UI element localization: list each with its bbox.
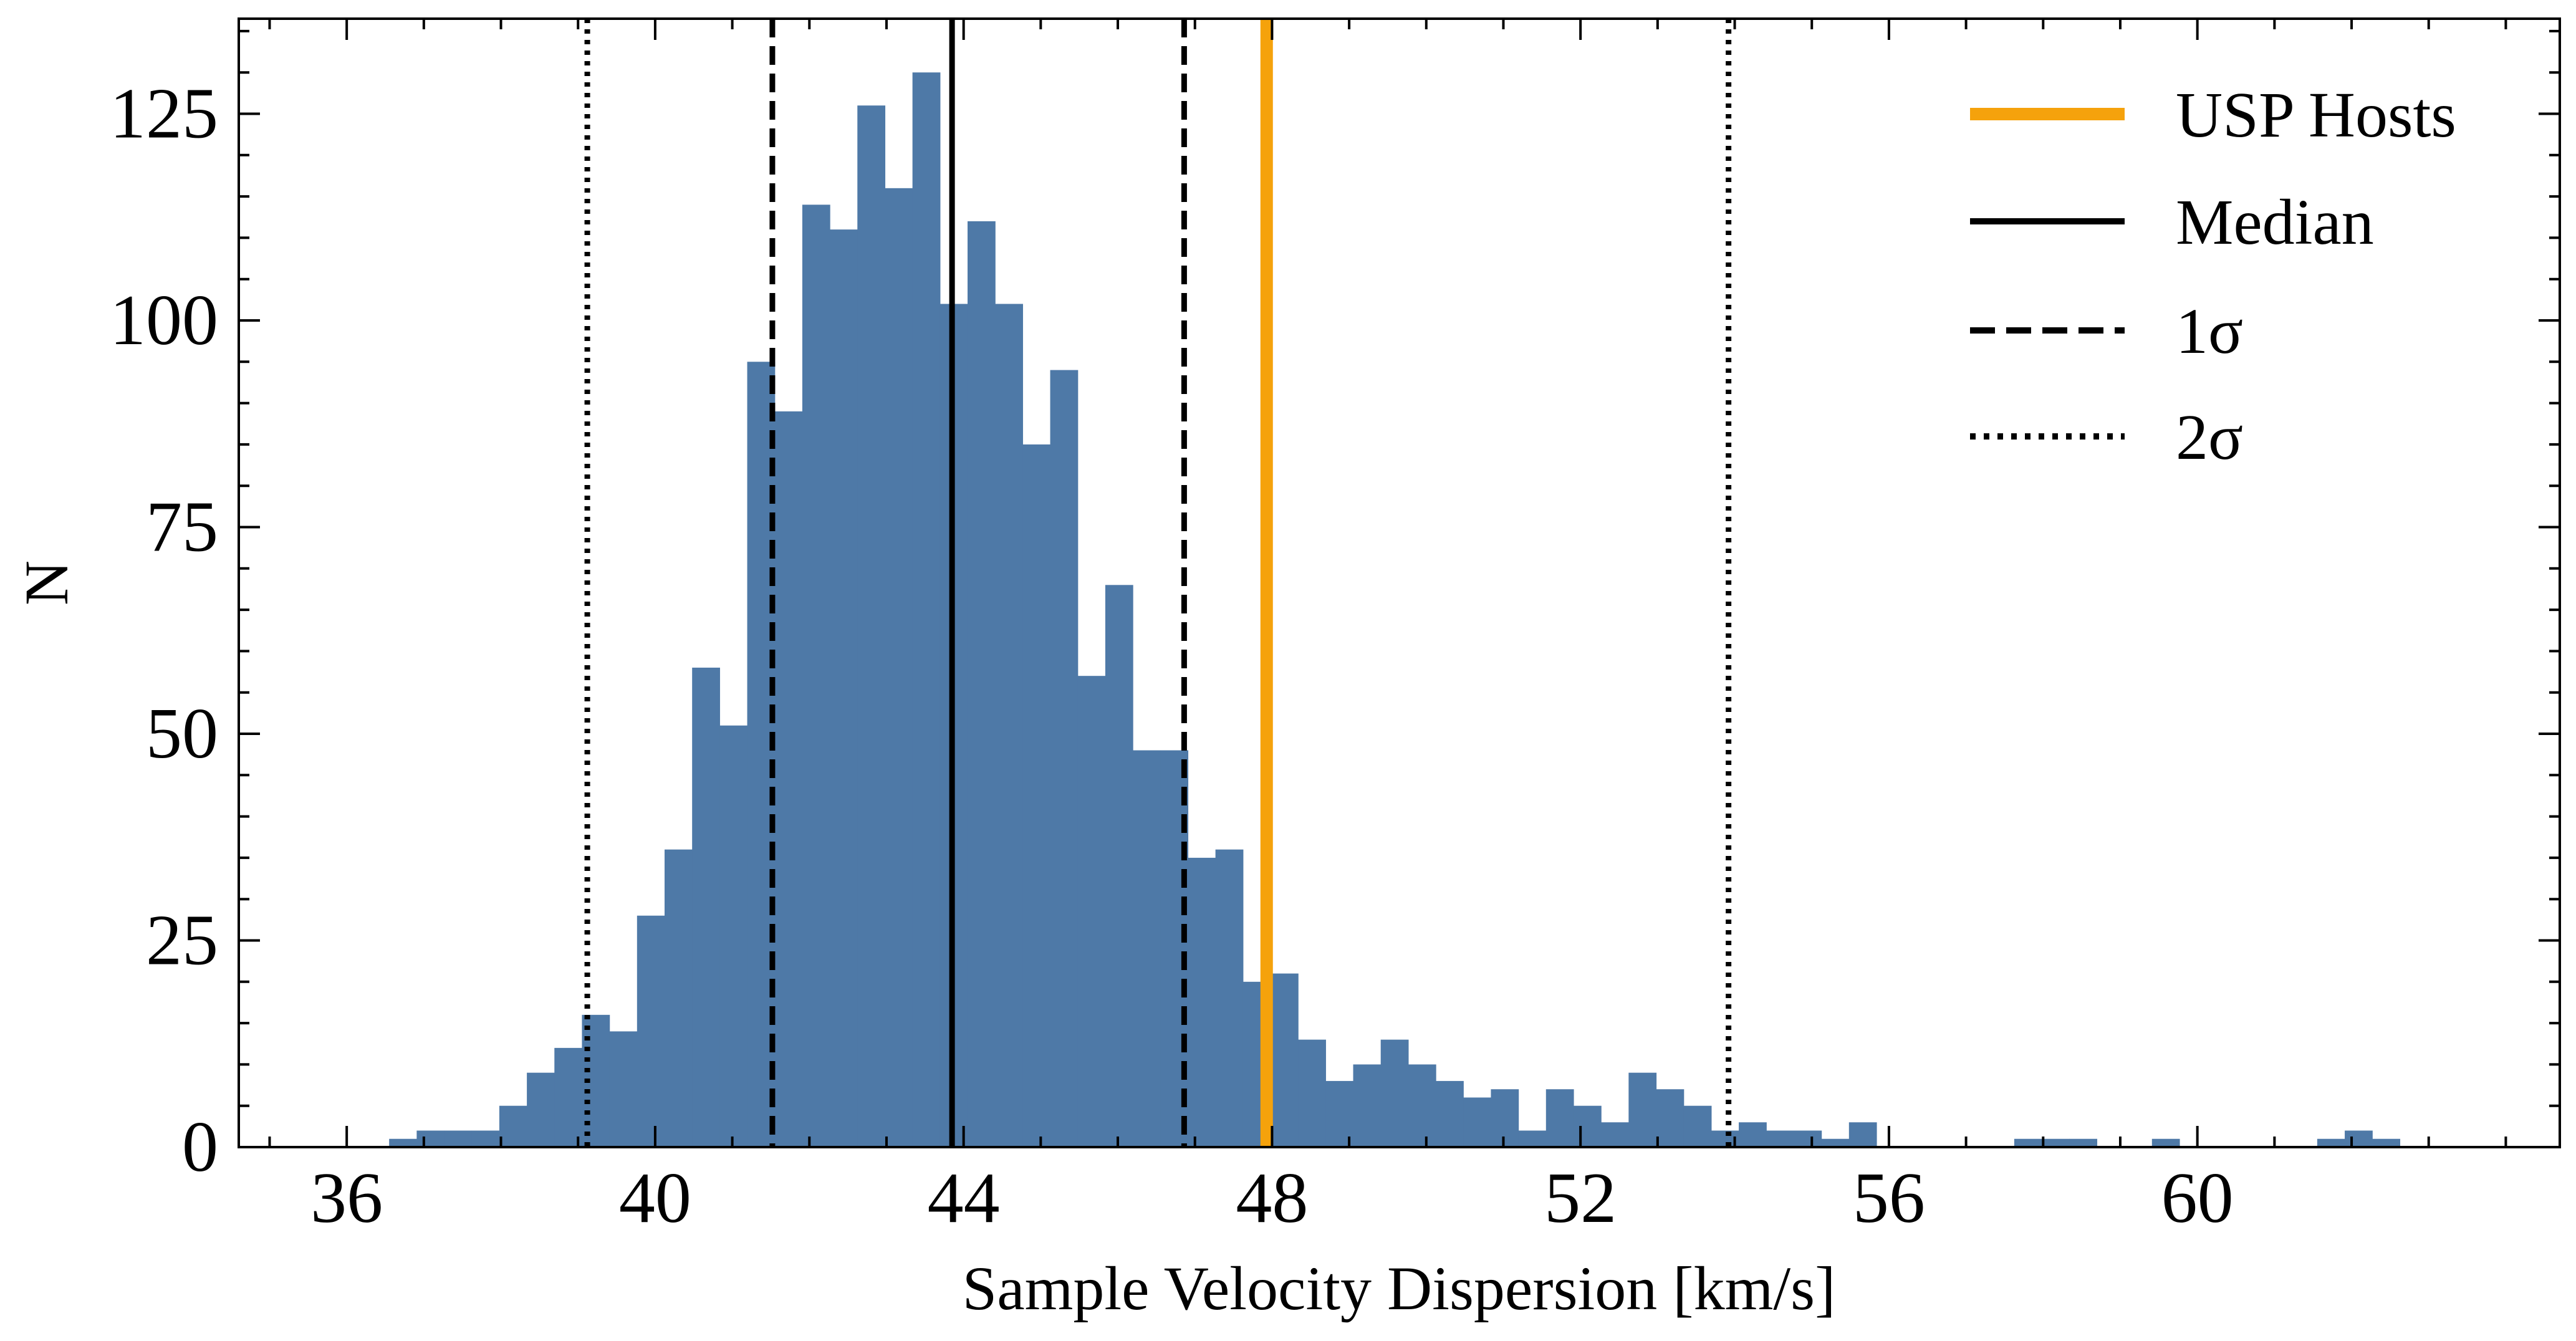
legend: USP Hosts Median 1σ 2σ	[1970, 79, 2456, 473]
histogram-bar	[2042, 1138, 2070, 1147]
histogram-bar	[2317, 1138, 2345, 1147]
histogram-bar	[471, 1130, 500, 1147]
histogram-bar	[885, 188, 913, 1147]
histogram-bar	[1133, 750, 1161, 1147]
y-tick-label: 0	[182, 1107, 218, 1187]
legend-label: 1σ	[2176, 296, 2243, 367]
histogram-bar	[1105, 585, 1133, 1147]
histogram-bar	[802, 204, 830, 1147]
y-tick-label: 100	[110, 281, 218, 360]
histogram-bar	[1545, 1089, 1574, 1147]
histogram-bar	[1436, 1080, 1464, 1147]
histogram-bar	[444, 1130, 473, 1147]
histogram-bar	[747, 362, 776, 1148]
histogram-bar	[774, 411, 803, 1147]
y-axis-label: N	[12, 560, 81, 605]
histogram-bar	[1380, 1039, 1409, 1147]
histogram-bar	[1628, 1072, 1657, 1147]
x-tick-label: 60	[2161, 1158, 2234, 1238]
histogram-bar	[1739, 1122, 1767, 1147]
legend-label: 2σ	[2176, 401, 2243, 473]
histogram-bar	[389, 1138, 417, 1147]
histogram-bar	[1270, 973, 1299, 1147]
histogram-bars	[389, 72, 2401, 1148]
histogram-bar	[1160, 750, 1189, 1147]
histogram-bar	[1491, 1089, 1519, 1147]
histogram-bar	[912, 72, 941, 1148]
histogram-bar	[1656, 1089, 1684, 1147]
histogram-bar	[1848, 1122, 1877, 1147]
histogram-bar	[1573, 1105, 1602, 1147]
histogram-bar	[719, 725, 748, 1147]
x-axis-label: Sample Velocity Dispersion [km/s]	[963, 1254, 1836, 1323]
x-tick-label: 52	[1544, 1158, 1617, 1238]
histogram-bar	[857, 105, 886, 1148]
histogram-bar	[692, 667, 720, 1147]
histogram-bar	[416, 1130, 445, 1147]
x-tick-label: 56	[1853, 1158, 1925, 1238]
y-tick-label: 25	[146, 900, 218, 980]
x-tick-label: 40	[619, 1158, 691, 1238]
histogram-bar	[1353, 1064, 1382, 1147]
legend-label: Median	[2176, 186, 2374, 258]
y-tick-label: 50	[146, 694, 218, 774]
histogram-bar	[1766, 1130, 1795, 1147]
histogram-bar	[609, 1031, 638, 1147]
histogram-bar	[1022, 444, 1051, 1147]
histogram-bar	[1298, 1039, 1326, 1147]
histogram-bar	[2151, 1138, 2180, 1147]
y-tick-label: 125	[110, 74, 218, 153]
histogram-bar	[2345, 1130, 2373, 1147]
reference-lines	[584, 19, 1732, 1147]
y-tick-label: 75	[146, 487, 218, 567]
plot-frame	[238, 17, 2561, 1148]
histogram-bar	[2014, 1138, 2042, 1147]
histogram-bar	[527, 1072, 555, 1147]
histogram-bar	[1518, 1130, 1547, 1147]
histogram-bar	[2069, 1138, 2098, 1147]
histogram-bar	[1408, 1064, 1436, 1147]
histogram-bar	[1463, 1097, 1492, 1147]
histogram-bar	[554, 1047, 583, 1147]
histogram-bar	[1683, 1105, 1712, 1147]
x-tick-label: 48	[1236, 1158, 1308, 1238]
histogram-bar	[830, 229, 858, 1148]
histogram-bar	[1215, 849, 1244, 1147]
histogram-bar	[1794, 1130, 1822, 1147]
histogram-bar	[967, 221, 996, 1147]
tick-labels: 36 40 44 48 52 56 60 0 25 50 75 100 125	[110, 74, 2234, 1238]
histogram-bar	[1050, 370, 1079, 1147]
histogram-bar	[1188, 857, 1216, 1147]
histogram-bar	[995, 304, 1023, 1147]
histogram-bar	[1601, 1122, 1629, 1147]
histogram-bar	[665, 849, 693, 1147]
histogram-bar	[2372, 1138, 2401, 1147]
histogram-bar	[1077, 676, 1106, 1147]
x-tick-label: 36	[310, 1158, 383, 1238]
axis-ticks	[239, 19, 2560, 1148]
histogram-bar	[499, 1105, 527, 1147]
histogram-bar	[637, 915, 665, 1147]
histogram-bar	[1821, 1138, 1850, 1147]
legend-label: USP Hosts	[2176, 79, 2456, 151]
x-tick-label: 44	[928, 1158, 1000, 1238]
histogram-bar	[1325, 1080, 1354, 1147]
